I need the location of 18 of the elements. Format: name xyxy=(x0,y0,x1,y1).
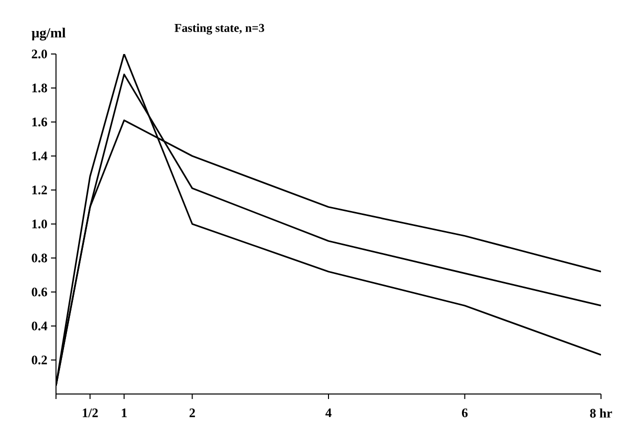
y-tick-label: 1.2 xyxy=(32,186,47,194)
x-tick-label: 1 xyxy=(122,408,127,418)
x-tick-label: 1/2 xyxy=(82,408,98,418)
x-tick-label: 6 xyxy=(462,408,468,418)
y-tick-label: 1.4 xyxy=(32,152,48,160)
y-tick-label: 0.4 xyxy=(32,322,48,330)
y-tick-label: 1.6 xyxy=(32,118,48,126)
x-tick-label: 2 xyxy=(190,408,195,418)
y-tick-label: 1.0 xyxy=(32,220,47,228)
y-tick-label: 0.2 xyxy=(32,356,47,364)
x-tick-label: 4 xyxy=(325,408,332,418)
y-tick-label: 0.8 xyxy=(32,254,48,262)
y-tick-label: 0.6 xyxy=(32,288,48,296)
y-tick-label: 2.0 xyxy=(32,50,47,58)
y-axis-title: μg/ml xyxy=(32,28,66,40)
chart-title: Fasting state, n=3 xyxy=(174,24,264,34)
y-tick-label: 1.8 xyxy=(32,84,48,92)
x-tick-label: 8 hr xyxy=(590,408,612,418)
